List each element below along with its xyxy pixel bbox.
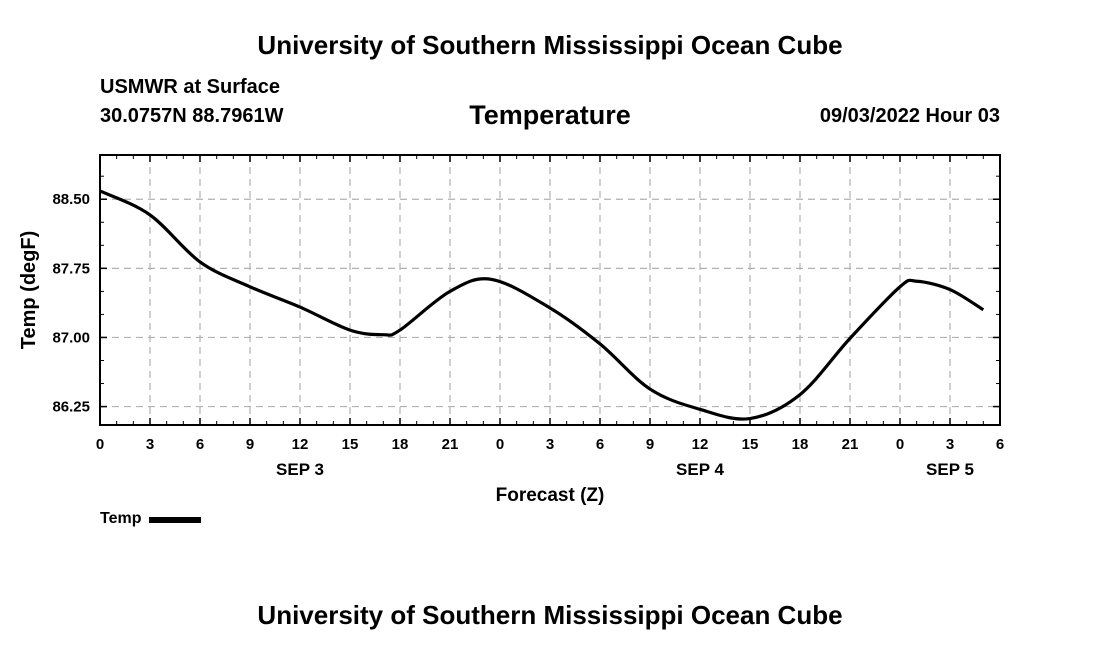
- grid-layer: [100, 155, 1000, 425]
- x-tick-label: 21: [842, 436, 859, 453]
- y-tick-label: 87.75: [52, 260, 90, 277]
- series-line-temp: [99, 189, 985, 421]
- y-axis-label: Temp (degF): [18, 231, 40, 350]
- y-tick-label: 86.25: [52, 399, 90, 416]
- series-layer: [99, 189, 985, 421]
- x-tick-label: 12: [292, 436, 309, 453]
- legend-line-swatch: [149, 517, 202, 523]
- coordinates-label: 30.0757N 88.7961W: [100, 105, 284, 127]
- x-tick-label: 6: [996, 436, 1004, 453]
- y-tick-label: 88.50: [52, 191, 90, 208]
- x-tick-label: 3: [546, 436, 554, 453]
- page-title: University of Southern Mississippi Ocean…: [257, 30, 843, 60]
- x-tick-label: 0: [496, 436, 504, 453]
- date-label: SEP 4: [676, 460, 724, 479]
- x-tick-label: 9: [246, 436, 254, 453]
- x-tick-label: 3: [146, 436, 154, 453]
- x-tick-label: 6: [196, 436, 204, 453]
- plot-frame: [99, 154, 1001, 426]
- y-tick-label: 87.00: [52, 329, 90, 346]
- x-tick-label: 15: [342, 436, 359, 453]
- legend: Temp: [100, 510, 202, 528]
- forecast-datetime: 09/03/2022 Hour 03: [819, 105, 1000, 127]
- date-label: SEP 3: [276, 460, 324, 479]
- x-axis-label: Forecast (Z): [496, 485, 605, 506]
- footer-title: University of Southern Mississippi Ocean…: [257, 600, 843, 630]
- x-tick-label: 0: [896, 436, 904, 453]
- x-tick-label: 21: [442, 436, 459, 453]
- x-tick-label: 6: [596, 436, 604, 453]
- chart-title: Temperature: [469, 100, 631, 130]
- x-tick-label: 9: [646, 436, 654, 453]
- x-tick-label: 0: [96, 436, 104, 453]
- date-label: SEP 5: [926, 460, 974, 479]
- x-tick-label: 15: [742, 436, 759, 453]
- station-label: USMWR at Surface: [100, 76, 281, 98]
- x-tick-label: 3: [946, 436, 954, 453]
- tick-layer: 0 3 6 9 12 15 18 21 0 3 6 9 12 15 18 21 0 3 6 SEP 3 SEP 4 SEP…: [52, 155, 1004, 479]
- x-tick-label: 18: [392, 436, 409, 453]
- x-tick-label: 18: [792, 436, 809, 453]
- x-tick-label: 12: [692, 436, 709, 453]
- legend-label: Temp: [100, 510, 142, 527]
